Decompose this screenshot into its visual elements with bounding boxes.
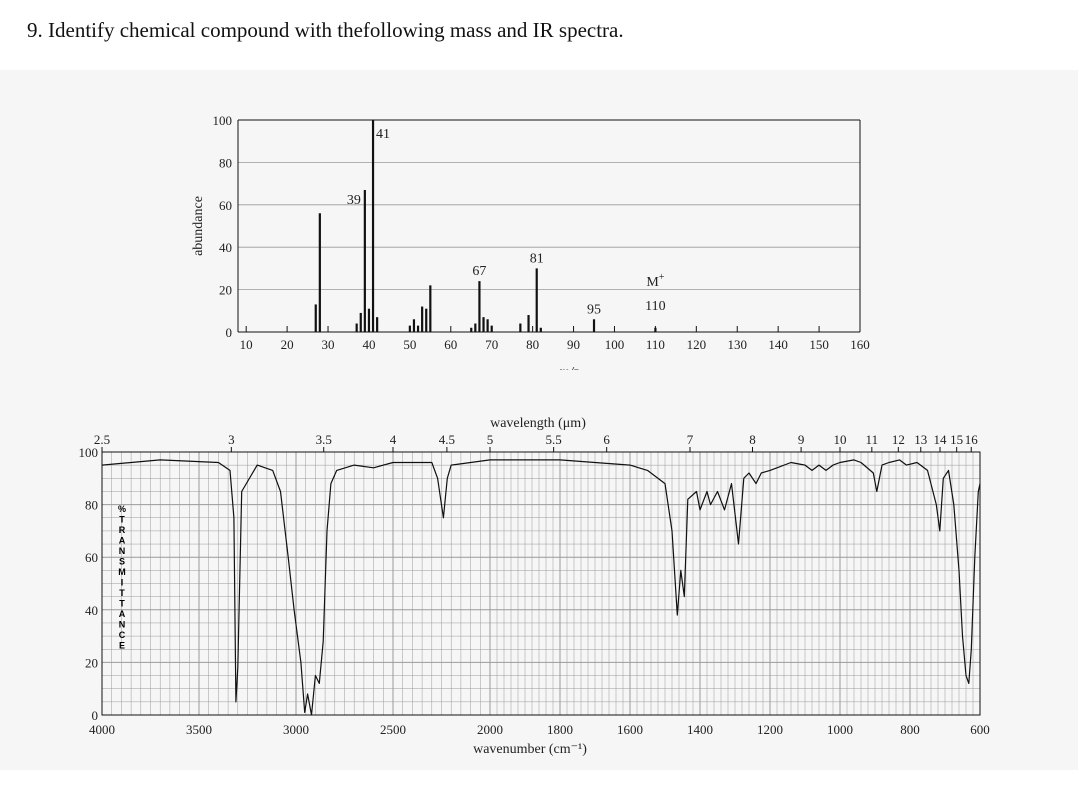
- ms-y-tick-label: 40: [219, 240, 232, 255]
- ms-x-tick-label: 120: [687, 337, 707, 352]
- ms-y-tick-label: 60: [219, 198, 232, 213]
- ms-x-tick-label: 40: [362, 337, 375, 352]
- ms-x-tick-label: 30: [322, 337, 335, 352]
- ir-x-tick-label: 1600: [617, 722, 643, 737]
- ir-y-tick-label: 0: [92, 708, 99, 723]
- ms-y-axis-label: abundance: [191, 196, 206, 256]
- ir-top-tick-label: 12: [892, 432, 905, 447]
- ir-y-axis-label-char: %: [118, 504, 126, 514]
- ir-y-axis-label-char: S: [119, 557, 125, 567]
- ir-top-axis-label: wavelength (μm): [490, 416, 586, 431]
- ir-top-tick-label: 10: [834, 432, 847, 447]
- ir-x-tick-label: 3500: [186, 722, 212, 737]
- ir-top-tick-label: 3.5: [316, 432, 332, 447]
- ms-peak-annotation: 95: [587, 302, 601, 317]
- ir-y-tick-label: 80: [85, 498, 98, 513]
- ms-x-axis-label: m/z: [559, 365, 579, 370]
- ir-y-axis-label-char: A: [119, 536, 126, 546]
- ir-x-tick-label: 1000: [827, 722, 853, 737]
- ir-y-tick-label: 60: [85, 550, 98, 565]
- ms-x-tick-label: 160: [850, 337, 870, 352]
- ms-x-tick-label: 130: [727, 337, 747, 352]
- ir-y-axis-label-char: N: [119, 620, 126, 630]
- ir-spectrum-line: [101, 459, 981, 716]
- ms-x-tick-label: 100: [605, 337, 625, 352]
- ir-plot-frame: [101, 451, 981, 716]
- ir-top-tick-label: 11: [866, 432, 879, 447]
- ir-top-tick-label: 8: [749, 432, 756, 447]
- ir-y-tick-label: 40: [85, 603, 98, 618]
- ms-y-tick-label: 80: [219, 155, 232, 170]
- ir-top-tick-label: 4.5: [439, 432, 455, 447]
- ir-top-tick-label: 9: [798, 432, 805, 447]
- ms-peak-annotation: 67: [472, 264, 486, 279]
- ms-x-tick-label: 150: [809, 337, 829, 352]
- ir-top-tick-label: 5.5: [546, 432, 562, 447]
- ir-y-tick-label: 100: [79, 445, 99, 460]
- ms-x-tick-label: 10: [240, 337, 253, 352]
- mass-spectrum-chart: 10 20 30 40 50 60 70 80 90 100 110 120 130 140 150 160 0…: [191, 113, 870, 370]
- ms-peak-annotation: 41: [376, 127, 390, 142]
- ir-top-tick-label: 6: [603, 432, 610, 447]
- ms-x-tick-label: 140: [768, 337, 788, 352]
- ir-y-axis-label-char: I: [121, 578, 124, 588]
- question-text: 9. Identify chemical compound with thefo…: [27, 18, 624, 42]
- ms-x-tick-label: 20: [281, 337, 294, 352]
- ir-x-tick-label: 2500: [380, 722, 406, 737]
- ir-y-axis-label-char: A: [119, 609, 126, 619]
- ir-y-axis-label-char: N: [119, 546, 126, 556]
- ms-x-tick-label: 50: [403, 337, 416, 352]
- ir-spectrum-chart: 4000 3500 3000 2500 2000 1800 1600 1400 1200 1000…: [79, 416, 990, 757]
- ir-x-tick-label: 1800: [547, 722, 573, 737]
- ir-top-tick-label: 5: [487, 432, 494, 447]
- ir-y-axis-label-char: T: [119, 599, 125, 609]
- ir-x-tick-label: 800: [900, 722, 920, 737]
- ir-top-tick-label: 16: [965, 432, 979, 447]
- ms-x-tick-label: 60: [444, 337, 457, 352]
- ms-x-tick-label: 90: [567, 337, 580, 352]
- ir-y-axis-label-char: R: [119, 525, 126, 535]
- ir-x-tick-label: 1400: [687, 722, 713, 737]
- ir-y-axis-label-char: T: [119, 515, 125, 525]
- ir-top-tick-label: 14: [934, 432, 948, 447]
- figure-area: 10 20 30 40 50 60 70 80 90 100 110 120 130 140 150 160 0…: [0, 70, 1078, 770]
- ir-x-tick-label: 600: [970, 722, 990, 737]
- ir-x-tick-label: 1200: [757, 722, 783, 737]
- ms-y-tick-label: 100: [213, 113, 233, 128]
- ir-y-axis-label-char: M: [118, 567, 126, 577]
- ir-x-tick-label: 3000: [283, 722, 309, 737]
- ir-top-tick-label: 3: [228, 432, 235, 447]
- ms-y-tick-label: 0: [226, 325, 233, 340]
- ms-x-tick-label: 80: [526, 337, 539, 352]
- ir-top-tick-label: 4: [390, 432, 397, 447]
- ms-x-tick-label: 70: [485, 337, 498, 352]
- ir-top-tick-label: 13: [914, 432, 927, 447]
- ms-peak-annotation: 110: [645, 299, 665, 314]
- ms-peak-annotation: 39: [347, 193, 361, 208]
- ir-y-axis-label-char: E: [119, 641, 125, 651]
- ms-x-tick-label: 110: [646, 337, 665, 352]
- ir-y-tick-label: 20: [85, 655, 98, 670]
- ir-y-axis-label-char: C: [119, 630, 126, 640]
- ir-x-axis-label: wavenumber (cm⁻¹): [473, 742, 587, 757]
- ir-top-tick-label: 2.5: [94, 432, 110, 447]
- ir-y-axis-label-char: T: [119, 588, 125, 598]
- ms-y-tick-label: 20: [219, 283, 232, 298]
- ir-x-tick-label: 2000: [477, 722, 503, 737]
- ir-x-tick-label: 4000: [89, 722, 115, 737]
- ir-top-tick-label: 7: [687, 432, 694, 447]
- ms-peak-annotation: 81: [530, 251, 544, 266]
- ir-top-tick-label: 15: [950, 432, 963, 447]
